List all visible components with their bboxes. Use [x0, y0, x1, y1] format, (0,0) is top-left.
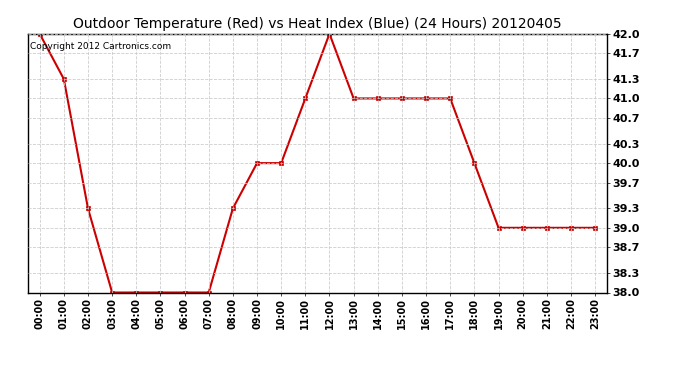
Title: Outdoor Temperature (Red) vs Heat Index (Blue) (24 Hours) 20120405: Outdoor Temperature (Red) vs Heat Index … [73, 17, 562, 31]
Text: Copyright 2012 Cartronics.com: Copyright 2012 Cartronics.com [30, 42, 172, 51]
